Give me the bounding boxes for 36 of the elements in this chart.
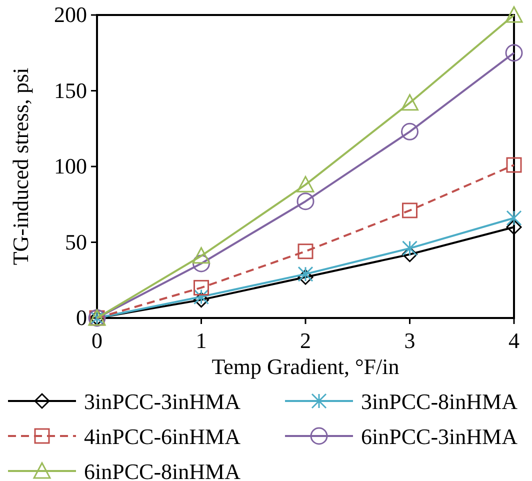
point (401, 94, 418, 111)
legend-label: 3inPCC-8inHMA (361, 389, 518, 414)
x-tick-label: 0 (92, 328, 102, 353)
point (296, 176, 314, 192)
legend-label: 3inPCC-3inHMA (84, 389, 241, 414)
point (192, 254, 210, 272)
point (296, 192, 314, 210)
legend-label: 6inPCC-8inHMA (84, 459, 241, 481)
legend-label: 6inPCC-3inHMA (361, 424, 518, 449)
point (298, 266, 314, 282)
point (402, 240, 418, 256)
point (194, 292, 209, 308)
point (192, 247, 210, 264)
x-tick-label: 1 (196, 328, 207, 353)
y-tick-label: 200 (54, 2, 87, 27)
y-tick-label: 150 (54, 78, 87, 103)
x-axis-title: Temp Gradient, °F/in (212, 354, 400, 379)
point (506, 219, 522, 235)
point (506, 157, 522, 173)
point (194, 289, 209, 305)
point (401, 122, 418, 140)
y-tick-label: 0 (76, 305, 87, 330)
point (402, 202, 418, 218)
x-tick-label: 2 (300, 328, 311, 353)
point (505, 6, 523, 23)
x-tick-label: 3 (404, 328, 416, 353)
point (298, 244, 314, 260)
legend-label: 4inPCC-6inHMA (84, 424, 241, 449)
y-tick-label: 50 (65, 229, 87, 254)
x-tick-label: 4 (508, 328, 520, 353)
point (298, 269, 314, 285)
point (194, 280, 209, 296)
y-axis-title: TG-induced stress, psi (8, 68, 33, 266)
point (505, 44, 523, 62)
point (506, 210, 522, 226)
y-tick-label: 100 (54, 154, 87, 178)
